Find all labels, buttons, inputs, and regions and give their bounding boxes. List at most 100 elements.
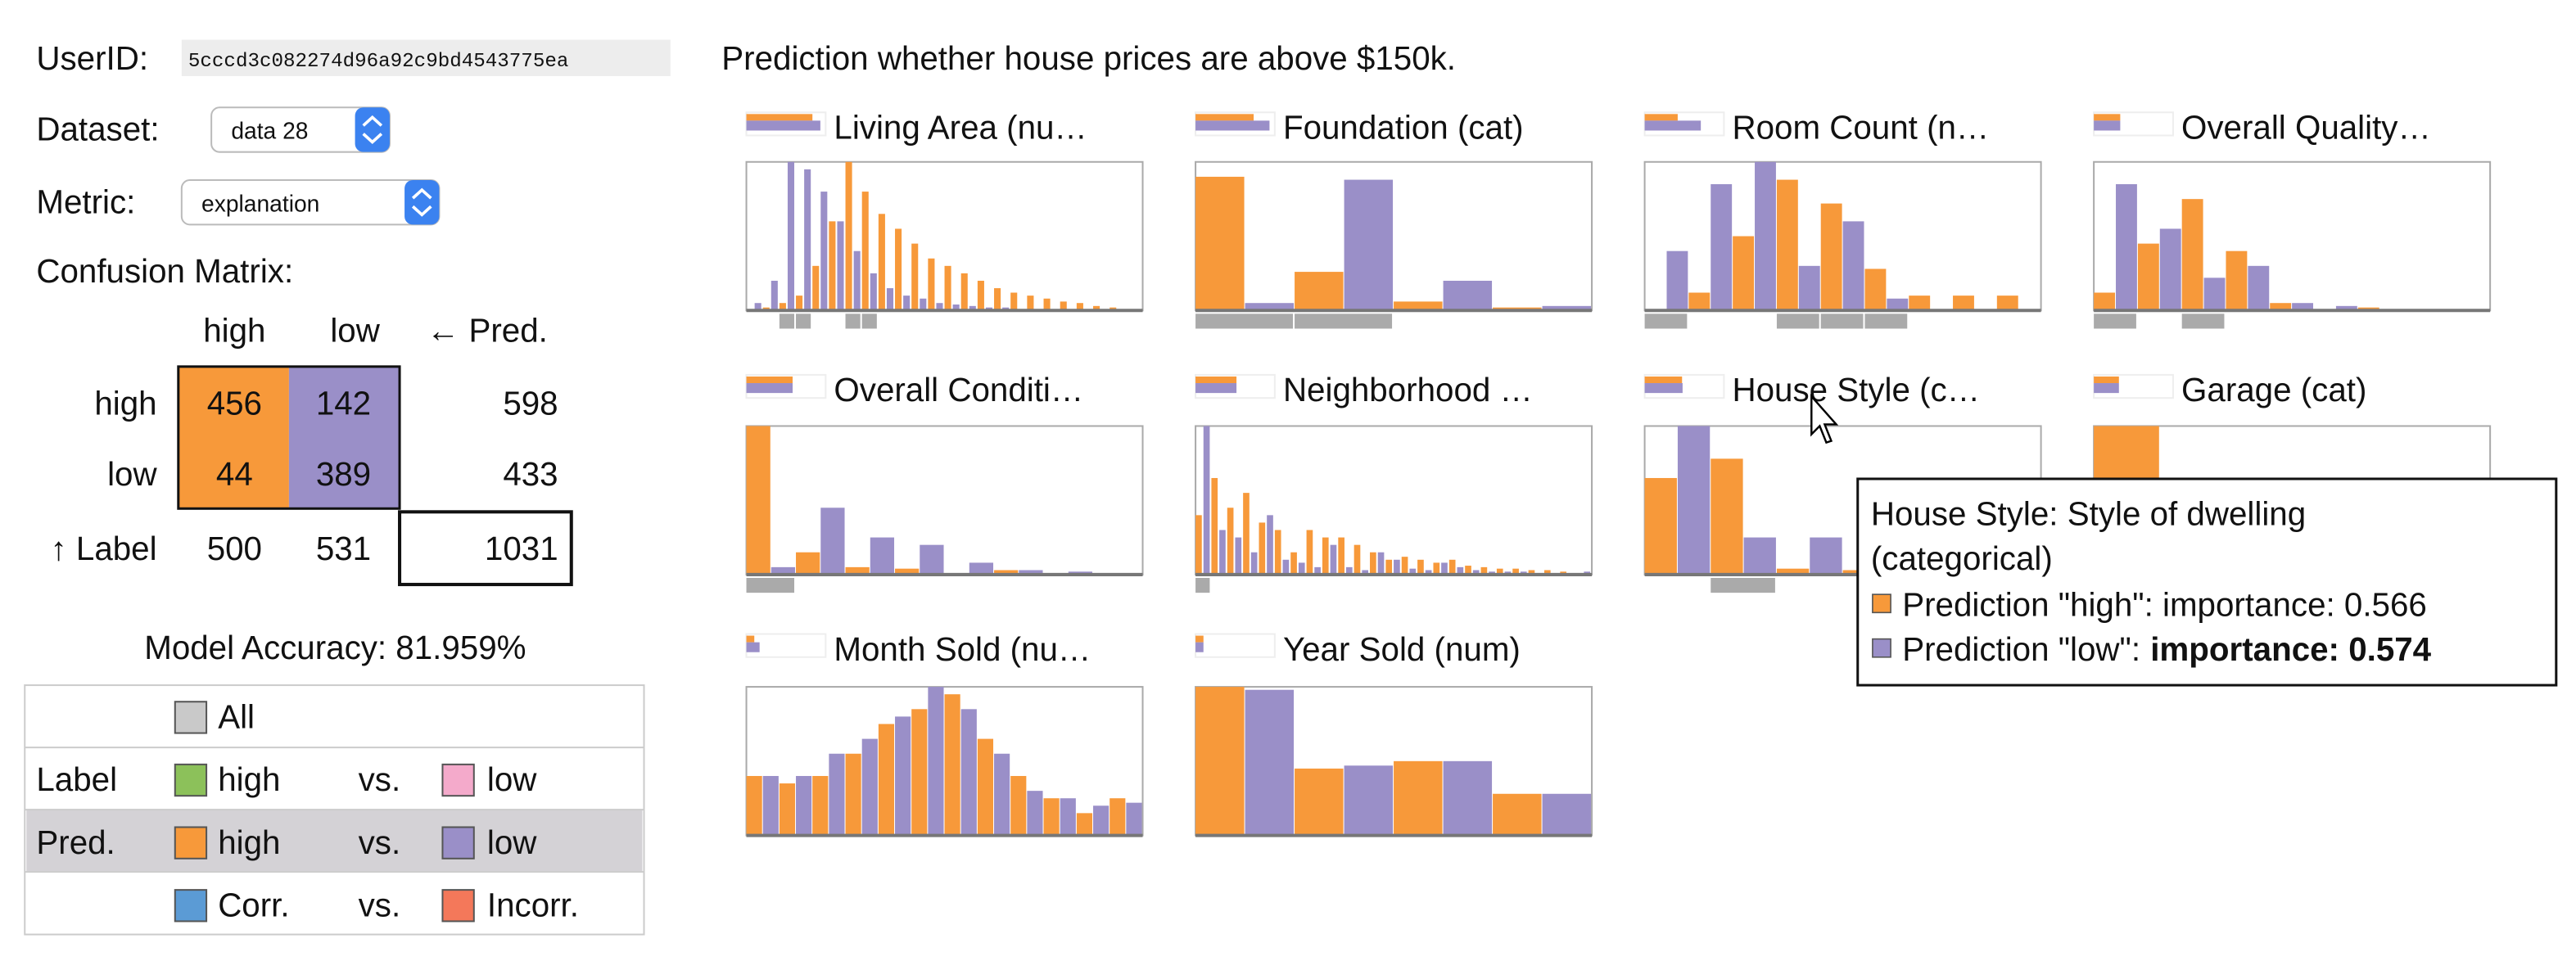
bar-high — [796, 296, 803, 311]
bar-high — [2094, 292, 2116, 311]
panel-title: Room Count (n… — [1732, 109, 1989, 147]
importance-bar — [1195, 114, 1254, 121]
tooltip: House Style: Style of dwelling (categoric… — [1856, 477, 2558, 687]
bar-high — [1338, 537, 1344, 575]
bar-low — [1093, 805, 1109, 836]
bar-low — [1472, 570, 1480, 575]
bar-low — [1443, 280, 1493, 311]
bar-low — [804, 169, 811, 311]
select-button[interactable] — [404, 179, 440, 225]
bin-highlight — [796, 314, 811, 329]
bar-high — [845, 753, 861, 836]
metric-select[interactable]: explanation — [180, 178, 441, 226]
bar-low — [1377, 552, 1385, 575]
legend-checkbox[interactable] — [174, 763, 208, 797]
bar-low — [1677, 426, 1711, 575]
importance-bar — [2094, 383, 2119, 394]
histogram-panel[interactable]: Overall Quality… — [2093, 109, 2492, 329]
legend-checkbox[interactable] — [174, 701, 208, 734]
bar-low — [1394, 559, 1400, 575]
bar-high — [845, 566, 870, 575]
panel-title: Year Sold (num) — [1283, 630, 1521, 668]
dataset-select[interactable]: data 28 — [210, 106, 391, 153]
bar-high — [1306, 530, 1313, 575]
importance-icon — [1195, 633, 1276, 658]
bar-low — [2248, 265, 2270, 311]
bar-low — [1219, 530, 1226, 575]
bar-low — [1743, 537, 1776, 575]
bar-low — [2159, 228, 2181, 311]
panel-title: House Style (c… — [1732, 371, 1980, 408]
dataset-label: Dataset: — [36, 111, 159, 148]
bar-low — [1842, 221, 1864, 311]
panel-title: Overall Quality… — [2181, 109, 2431, 147]
bar-low — [1542, 793, 1592, 836]
bar-low — [870, 273, 877, 311]
histogram-panel[interactable]: Month Sold (nu… — [745, 630, 1144, 837]
bar-high — [1909, 296, 1931, 311]
matrix-value: 456 — [207, 384, 262, 422]
histogram-panel[interactable]: Room Count (n… — [1643, 109, 2042, 329]
bar-low — [853, 250, 861, 311]
bar-high — [1043, 298, 1051, 311]
bar-low — [1711, 184, 1733, 311]
importance-bar — [746, 120, 820, 131]
importance-bar — [1644, 120, 1702, 131]
bar-low — [1298, 562, 1305, 575]
bar-low — [1344, 179, 1394, 311]
select-button[interactable] — [355, 107, 390, 152]
bar-high — [878, 214, 885, 311]
bin-highlight — [1711, 577, 1775, 593]
histogram-panel[interactable]: Overall Conditi… — [745, 371, 1144, 593]
bin-highlight — [861, 314, 877, 329]
bar-low — [829, 753, 845, 836]
select-arrows — [411, 187, 432, 217]
bar-low — [920, 544, 944, 575]
tooltip-bold: importance: 0.574 — [2150, 630, 2431, 668]
matrix-value: 531 — [316, 530, 371, 567]
bar-high — [994, 570, 1019, 575]
bar-high — [1644, 477, 1677, 575]
bar-high — [1385, 559, 1393, 575]
histogram-panel[interactable]: Living Area (nu… — [745, 109, 1144, 329]
legend-checkbox[interactable] — [441, 763, 475, 797]
tooltip-line: House Style: Style of dwelling — [1871, 494, 2306, 532]
bar-low — [1345, 566, 1353, 575]
bar-high — [1060, 301, 1067, 311]
bar-high — [746, 426, 771, 575]
bin-highlight — [746, 577, 795, 593]
bar-low — [1019, 570, 1043, 575]
bin-highlight — [1776, 314, 1819, 329]
bar-high — [1195, 176, 1245, 311]
legend-row-highlight — [26, 809, 643, 872]
histogram-panel[interactable]: Foundation (cat) — [1195, 109, 1593, 329]
legend-checkbox[interactable] — [441, 826, 475, 859]
legend-item: low — [487, 823, 537, 861]
bar-high — [1027, 296, 1034, 311]
legend-checkbox[interactable] — [174, 826, 208, 859]
bar-high — [1543, 570, 1551, 575]
column-header: low — [330, 312, 380, 350]
importance-bar — [2094, 114, 2121, 121]
bar-low — [1887, 298, 1909, 311]
bar-high — [895, 568, 920, 575]
chart-frame — [745, 425, 1144, 575]
bar-low — [1235, 537, 1242, 575]
matrix-value: 598 — [503, 384, 558, 422]
bar-low — [1126, 802, 1142, 836]
bin-highlight — [1820, 314, 1864, 329]
bar-low — [895, 716, 911, 836]
histogram-panel[interactable]: Year Sold (num) — [1195, 630, 1593, 837]
bar-high — [1322, 537, 1329, 575]
legend-item: All — [218, 697, 255, 735]
bar-high — [960, 273, 968, 311]
bin-highlight — [779, 314, 795, 329]
legend-checkbox[interactable] — [441, 889, 475, 923]
bar-high — [779, 783, 796, 836]
bar-high — [829, 221, 836, 311]
bar-low — [1245, 303, 1295, 311]
legend-checkbox[interactable] — [174, 889, 208, 923]
histogram-panel[interactable]: Neighborhood … — [1195, 371, 1593, 593]
accuracy: Model Accuracy: 81.959% — [144, 629, 526, 666]
